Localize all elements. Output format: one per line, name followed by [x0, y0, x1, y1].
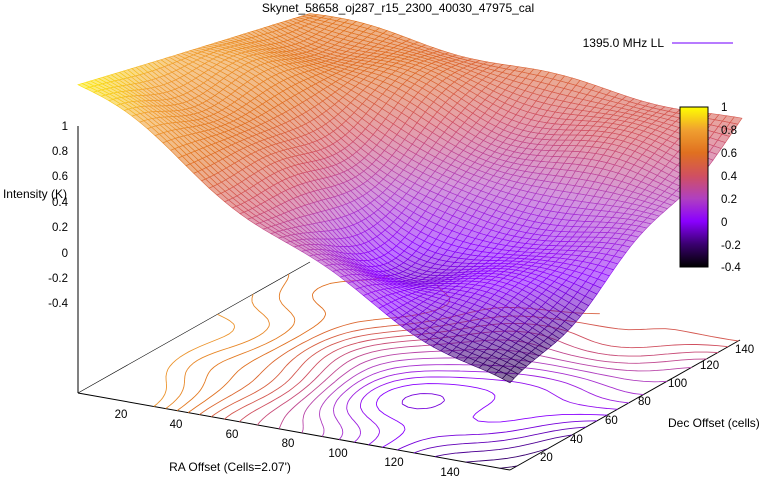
- contour-line: [360, 376, 618, 446]
- contour-line: [434, 434, 573, 458]
- z-tick-label: 0.8: [52, 146, 68, 158]
- legend: 1395.0 MHz LL: [583, 36, 733, 50]
- x-axis-label: RA Offset (Cells=2.07'): [169, 460, 291, 474]
- contour-line: [187, 275, 390, 413]
- chart-title: Skynet_58658_oj287_r15_2300_40030_47975_…: [262, 1, 534, 15]
- colorbar-tick-label: 0.4: [721, 171, 738, 183]
- floor-right-edge: [509, 339, 741, 471]
- contour-line: [397, 393, 598, 451]
- x-ticks: 20 40 60 80 100 120 140: [115, 409, 460, 478]
- contour-line: [465, 448, 548, 463]
- y-tick-label: 140: [735, 344, 754, 356]
- x-tick-label: 100: [328, 448, 347, 460]
- colorbar-tick-label: 0: [721, 217, 727, 229]
- contour-line: [413, 426, 587, 454]
- y-tick-label: 60: [605, 415, 618, 427]
- colorbar-tick-label: -0.2: [721, 240, 741, 252]
- z-tick-label: -0.4: [48, 298, 68, 310]
- floor-plane: [77, 261, 741, 471]
- y-axis-label: Dec Offset (cells): [668, 416, 760, 430]
- z-tick-label: 0: [62, 248, 68, 260]
- floor-front-edge: [77, 392, 511, 471]
- z-tick-label: 0.4: [52, 197, 69, 209]
- z-tick-label: -0.2: [48, 273, 68, 285]
- legend-label: 1395.0 MHz LL: [583, 36, 665, 50]
- contour-line: [333, 364, 644, 440]
- contour-line: [346, 370, 629, 443]
- y-tick-label: 20: [540, 452, 553, 464]
- contour-line: [153, 313, 235, 407]
- x-tick-label: 60: [226, 429, 239, 441]
- contour-line: [500, 465, 518, 469]
- contour-line: [165, 293, 270, 409]
- x-tick-label: 80: [282, 438, 295, 450]
- contour-line: [176, 274, 296, 412]
- surface-mesh: [77, 13, 743, 384]
- colorbar-tick-label: 0.2: [721, 194, 737, 206]
- x-tick-label: 20: [115, 409, 128, 421]
- colorbar-gradient: [679, 106, 709, 268]
- y-tick-label: 100: [668, 378, 687, 390]
- z-tick-label: 1: [62, 121, 68, 133]
- y-tick-label: 80: [638, 396, 651, 408]
- z-tick-label: 0.6: [52, 171, 68, 183]
- x-tick-label: 140: [440, 467, 459, 478]
- surface-cell: [501, 373, 515, 384]
- x-tick-label: 120: [384, 457, 403, 469]
- floor-left-edge: [77, 261, 311, 394]
- y-tick-label: 40: [570, 434, 583, 446]
- colorbar-tick-label: 1: [721, 102, 727, 114]
- x-tick-label: 40: [170, 419, 183, 431]
- z-ticks: 1 0.8 0.6 0.4 0.2 0 -0.2 -0.4: [48, 121, 68, 310]
- y-tick-label: 120: [700, 360, 719, 372]
- z-axis-label: Intensity (K): [3, 187, 67, 201]
- z-tick-label: 0.2: [52, 222, 68, 234]
- colorbar-tick-label: -0.4: [721, 262, 741, 274]
- contour-line: [375, 383, 608, 448]
- colorbar-tick-label: 0.6: [721, 148, 737, 160]
- y-ticks: 20 40 60 80 100 120 140: [540, 344, 754, 464]
- colorbar-tick-label: 0.8: [721, 125, 737, 137]
- colorbar: 1 0.8 0.6 0.4 0.2 0 -0.2 -0.4: [679, 102, 741, 274]
